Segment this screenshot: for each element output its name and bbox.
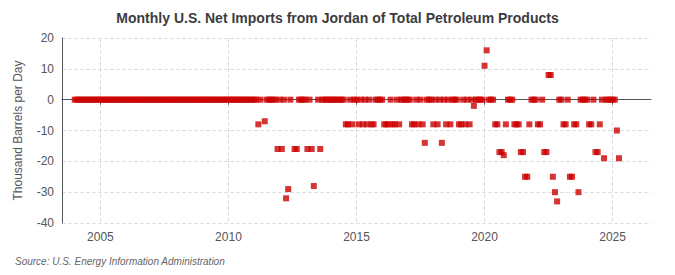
svg-text:Monthly U.S. Net Imports from: Monthly U.S. Net Imports from Jordan of … [116, 10, 559, 26]
svg-text:-40: -40 [37, 216, 55, 230]
svg-text:2020: 2020 [471, 230, 498, 244]
svg-text:2010: 2010 [215, 230, 242, 244]
svg-text:Source: U.S. Energy Informatio: Source: U.S. Energy Information Administ… [15, 256, 225, 267]
svg-text:-10: -10 [37, 124, 55, 138]
svg-text:20: 20 [41, 31, 55, 45]
svg-text:0: 0 [47, 93, 54, 107]
svg-text:10: 10 [41, 62, 55, 76]
svg-text:Thousand Barrels per Day: Thousand Barrels per Day [11, 60, 25, 200]
svg-text:2005: 2005 [87, 230, 114, 244]
svg-text:-20: -20 [37, 154, 55, 168]
svg-text:2015: 2015 [343, 230, 370, 244]
svg-text:-30: -30 [37, 185, 55, 199]
svg-text:2025: 2025 [599, 230, 626, 244]
